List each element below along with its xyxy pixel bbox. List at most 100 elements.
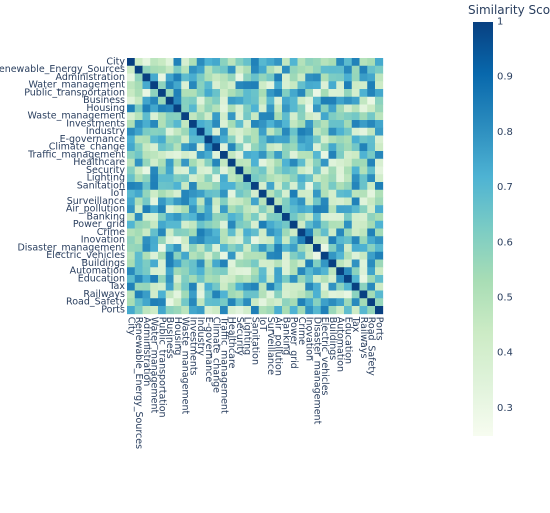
heatmap-cell	[351, 112, 360, 121]
heatmap-cell	[328, 189, 337, 198]
heatmap-cell	[243, 135, 252, 144]
heatmap-cell	[305, 143, 314, 152]
heatmap-cell	[181, 151, 190, 160]
heatmap-cell	[134, 236, 143, 245]
heatmap-cell	[204, 120, 213, 129]
heatmap-cell	[375, 151, 384, 160]
heatmap-cell	[251, 213, 260, 222]
heatmap-cell	[367, 81, 376, 90]
heatmap-cell	[289, 290, 298, 299]
heatmap-cell	[243, 127, 252, 136]
heatmap-cell	[274, 151, 283, 160]
heatmap-cell	[127, 244, 136, 253]
heatmap-cell	[212, 158, 221, 167]
heatmap-cell	[165, 197, 174, 206]
heatmap-cell	[142, 259, 151, 268]
heatmap-cell	[367, 166, 376, 175]
heatmap-cell	[297, 197, 306, 206]
heatmap-cell	[336, 158, 345, 167]
heatmap-cell	[305, 228, 314, 237]
heatmap-cell	[351, 244, 360, 253]
heatmap-cell	[235, 58, 244, 67]
heatmap-cell	[313, 151, 322, 160]
heatmap-cell	[351, 236, 360, 245]
heatmap-cell	[328, 143, 337, 152]
heatmap-cell	[367, 298, 376, 307]
heatmap-cell	[336, 96, 345, 105]
heatmap-cell	[227, 205, 236, 214]
heatmap-cell	[204, 228, 213, 237]
heatmap-cell	[289, 89, 298, 98]
heatmap-cell	[220, 290, 229, 299]
heatmap-cell	[328, 259, 337, 268]
heatmap-cell	[173, 58, 182, 67]
heatmap-cell	[181, 158, 190, 167]
heatmap-cell	[328, 151, 337, 160]
heatmap-cell	[189, 189, 198, 198]
heatmap-cell	[344, 236, 353, 245]
heatmap-cell	[305, 189, 314, 198]
heatmap-cell	[367, 251, 376, 260]
heatmap-cell	[359, 120, 368, 129]
heatmap-cell	[336, 104, 345, 113]
heatmap-cell	[344, 197, 353, 206]
heatmap-cell	[266, 166, 275, 175]
heatmap-cell	[142, 58, 151, 67]
heatmap-cell	[204, 89, 213, 98]
heatmap-cell	[351, 282, 360, 291]
heatmap-cell	[258, 259, 267, 268]
heatmap-cell	[220, 213, 229, 222]
heatmap-cell	[274, 251, 283, 260]
y-tick-label: Waste_management	[27, 111, 125, 122]
heatmap-cell	[274, 306, 283, 315]
heatmap-cell	[258, 220, 267, 229]
heatmap-cell	[375, 197, 384, 206]
heatmap-cell	[227, 151, 236, 160]
heatmap-cell	[189, 96, 198, 105]
heatmap-cell	[289, 189, 298, 198]
heatmap-cell	[212, 73, 221, 82]
heatmap-cell	[336, 244, 345, 253]
heatmap-cell	[220, 298, 229, 307]
heatmap-cell	[127, 182, 136, 191]
heatmap-cell	[235, 205, 244, 214]
heatmap-cell	[134, 89, 143, 98]
heatmap-cell	[212, 197, 221, 206]
heatmap-cell	[266, 182, 275, 191]
heatmap-cell	[336, 135, 345, 144]
heatmap-cell	[158, 236, 167, 245]
heatmap-cell	[313, 174, 322, 183]
heatmap-cell	[367, 65, 376, 74]
heatmap-cell	[235, 259, 244, 268]
heatmap-cell	[243, 244, 252, 253]
heatmap-cell	[235, 213, 244, 222]
heatmap-cell	[142, 213, 151, 222]
heatmap-cell	[227, 213, 236, 222]
heatmap-cell	[367, 290, 376, 299]
heatmap-cell	[375, 89, 384, 98]
heatmap-cell	[313, 236, 322, 245]
heatmap-cell	[204, 112, 213, 121]
heatmap-cell	[212, 189, 221, 198]
heatmap-cell	[158, 205, 167, 214]
heatmap-cell	[367, 89, 376, 98]
heatmap-cell	[251, 205, 260, 214]
heatmap-cell	[351, 259, 360, 268]
heatmap-cell	[320, 96, 329, 105]
heatmap-cell	[204, 65, 213, 74]
heatmap-cell	[305, 158, 314, 167]
heatmap-cell	[204, 189, 213, 198]
heatmap-cell	[305, 220, 314, 229]
y-tick-label: Buildings	[82, 258, 126, 269]
heatmap-cell	[320, 158, 329, 167]
x-tick-label: Administration	[141, 317, 152, 387]
heatmap-cell	[251, 306, 260, 315]
heatmap-cell	[313, 120, 322, 129]
heatmap-cell	[328, 58, 337, 67]
heatmap-cell	[235, 236, 244, 245]
heatmap-cell	[266, 104, 275, 113]
heatmap-cell	[134, 298, 143, 307]
heatmap-cell	[313, 166, 322, 175]
heatmap-cell	[336, 228, 345, 237]
x-tick-label: Investments	[187, 317, 198, 376]
